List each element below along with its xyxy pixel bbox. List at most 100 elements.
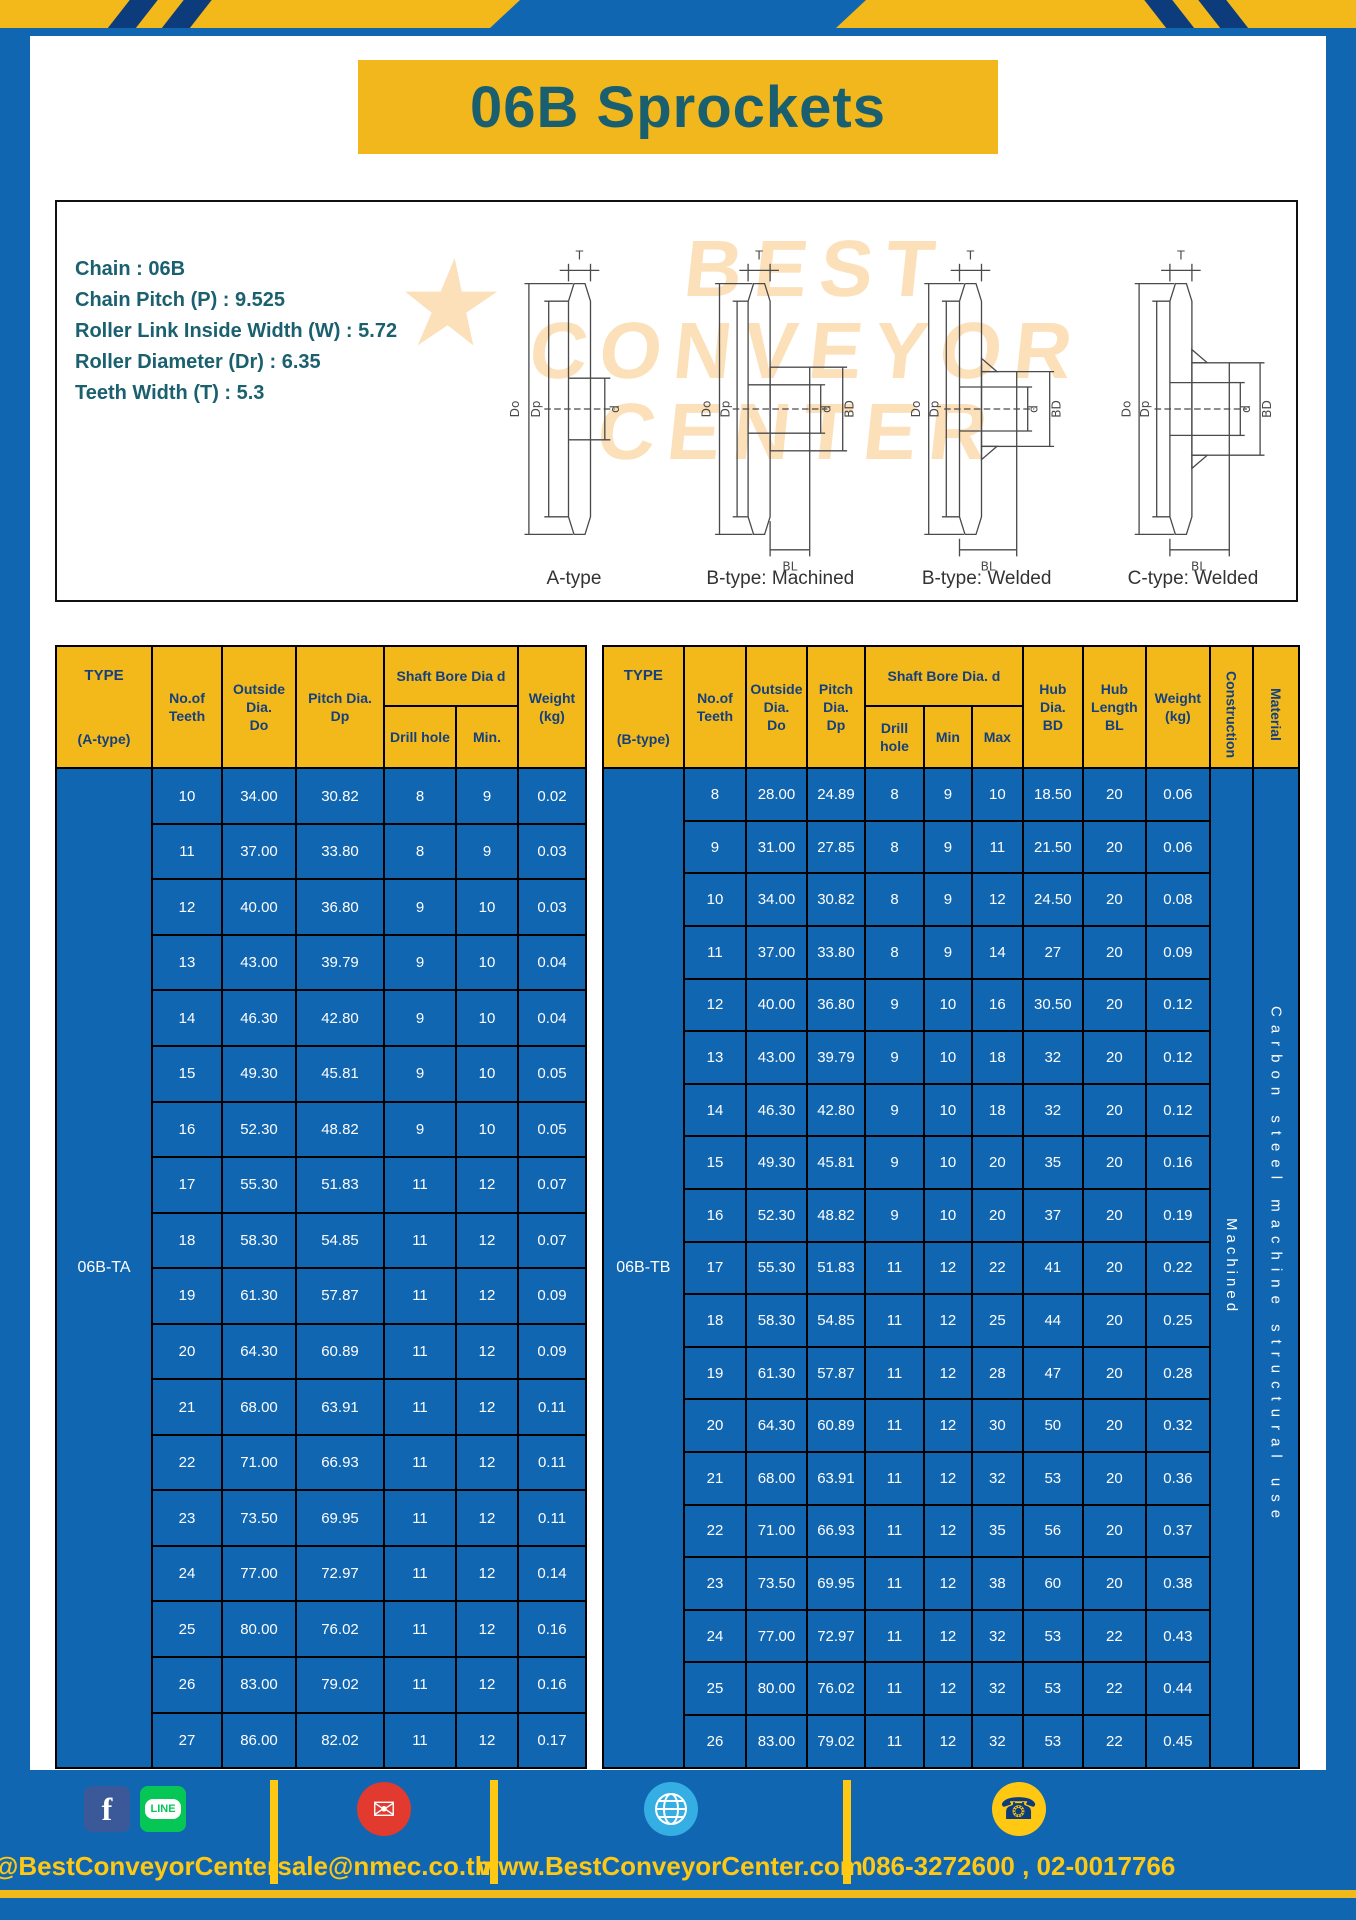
dim-label-bd: BD [843,400,857,418]
social-icons: f LINE [84,1780,186,1838]
data-cell: 36.80 [805,977,867,1033]
footer-website-segment: www.BestConveyorCenter.com [478,1778,863,1886]
data-cell: 12 [922,1398,974,1453]
table-row: 20 64.30 60.89 11 12 0.09 [56,1322,587,1381]
data-cell: 60.89 [805,1398,867,1453]
data-cell: 63.91 [295,1378,385,1436]
data-cell: 27.85 [805,819,867,875]
table-row: 21 68.00 63.91 11 12 0.11 [56,1378,587,1436]
data-cell: 11 [151,822,223,881]
b-type-table: TYPE (B-type) No.of Teeth Outside Dia. D… [602,644,1301,1770]
data-cell: 20 [1082,1398,1147,1453]
data-cell: 12 [682,977,748,1033]
data-cell: 82.02 [295,1711,385,1770]
data-cell: 12 [922,1661,974,1716]
table-row: 15 49.30 45.81 9 10 0.05 [56,1044,587,1103]
a-type-table: TYPE (A-type) No.of Teeth Outside Dia. D… [55,644,587,1770]
data-cell: 11 [383,1433,457,1492]
data-cell: 11 [383,1267,457,1325]
data-cell: 22 [1082,1661,1147,1716]
data-cell: 61.30 [745,1345,808,1401]
table-row: 15 49.30 45.81 9 10 20 35 20 0.16 [603,1135,1299,1190]
catalog-page: 06B Sprockets BEST CONVEYOR CENTER Chain… [30,36,1326,1770]
table-row: 24 77.00 72.97 11 12 0.14 [56,1544,587,1603]
data-cell: 20 [1082,925,1147,980]
data-cell: 30.82 [295,767,385,825]
data-cell: 51.83 [805,1240,867,1296]
data-cell: 33.80 [805,925,867,980]
data-cell: 0.44 [1144,1661,1212,1716]
data-cell: 11 [864,1556,925,1611]
data-cell: 10 [922,1135,974,1190]
data-cell: 22 [1082,1713,1147,1770]
data-cell: 14 [151,989,223,1047]
dim-label-do: Do [1119,401,1133,418]
data-cell: 12 [455,1322,519,1381]
technical-drawings: T Do Dp d A-type [475,202,1296,600]
data-cell: 12 [455,1489,519,1547]
dim-label-do: Do [909,401,923,418]
data-cell: 21.50 [1021,819,1085,875]
table-row: 21 68.00 63.91 11 12 32 53 20 0.36 [603,1450,1299,1506]
data-cell: 0.12 [1144,1030,1212,1085]
data-cell: 10 [682,872,748,928]
data-cell: 15 [151,1044,223,1103]
data-cell: 12 [455,1156,519,1214]
data-cell: 45.81 [295,1044,385,1103]
table-row: 23 73.50 69.95 11 12 0.11 [56,1489,587,1547]
data-cell: 26 [682,1713,748,1770]
data-cell: 76.02 [295,1600,385,1658]
data-cell: 11 [864,1398,925,1453]
data-cell: 54.85 [295,1211,385,1270]
data-cell: 10 [455,933,519,992]
data-cell: 12 [455,1544,519,1603]
data-cell: 16 [682,1188,748,1243]
material-cell-text: Carbon steel machine structural use [1267,1006,1285,1527]
table-row: 13 43.00 39.79 9 10 0.04 [56,933,587,992]
spec-line: Chain : 06B [75,258,186,280]
data-cell: 32 [971,1661,1024,1716]
table-row: 26 83.00 79.02 11 12 0.16 [56,1656,587,1714]
data-cell: 8 [864,872,925,928]
data-cell: 9 [922,767,974,822]
data-cell: 60 [1021,1556,1085,1611]
data-cell: 12 [922,1608,974,1664]
data-cell: 20 [971,1135,1024,1190]
data-cell: 13 [682,1030,748,1085]
dim-label-bd: BD [1049,400,1063,418]
table-row: 17 55.30 51.83 11 12 0.07 [56,1156,587,1214]
data-cell: 9 [383,1100,457,1159]
data-cell: 0.16 [1144,1135,1212,1190]
data-cell: 41 [1021,1240,1085,1296]
data-cell: 0.11 [517,1378,587,1436]
data-cell: 24 [682,1608,748,1664]
data-cell: 0.36 [1144,1450,1212,1506]
type-cell: 06B-TA [55,767,153,1770]
data-cell: 0.02 [517,767,587,825]
figure-c-type-welded: T Do Dp d BD BL C-type: Welded [1098,206,1288,590]
data-cell: 53 [1021,1661,1085,1716]
data-cell: 0.09 [517,1322,587,1381]
data-cell: 0.28 [1144,1345,1212,1401]
data-cell: 11 [383,1600,457,1658]
data-cell: 23 [151,1489,223,1547]
data-cell: 11 [682,925,748,980]
dim-label-d: d [1239,405,1253,413]
line-label: LINE [145,1799,181,1819]
table-row: 10 34.00 30.82 8 9 12 24.50 20 0.08 [603,872,1299,928]
col-header-drill-hole: Drill hole [864,705,925,770]
data-cell: 18.50 [1021,767,1085,822]
data-cell: 0.25 [1144,1293,1212,1348]
col-header-type: TYPE (A-type) [55,644,153,770]
spec-and-drawings-box: BEST CONVEYOR CENTER Chain : 06B Chain P… [55,200,1298,602]
construction-cell: Machined [1209,767,1254,1770]
facebook-icon: f [84,1786,130,1832]
dim-label-d: d [1026,405,1040,413]
data-cell: 79.02 [805,1713,867,1770]
data-cell: 10 [151,767,223,825]
data-cell: 0.43 [1144,1608,1212,1664]
data-cell: 19 [682,1345,748,1401]
table-row: 12 40.00 36.80 9 10 16 30.50 20 0.12 [603,977,1299,1033]
hazard-stripe [1193,0,1255,28]
